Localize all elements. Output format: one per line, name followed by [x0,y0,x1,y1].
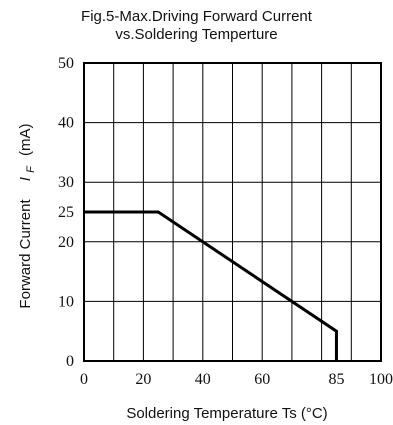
y-tick-label: 0 [66,353,74,370]
y-axis-symbol: I [17,177,34,181]
y-tick-labels: 0 10 20 25 30 40 50 [58,55,74,370]
y-axis-unit: (mA) [17,123,34,156]
y-axis-label: Forward Current I F (mA) [17,123,38,308]
x-tick-label: 60 [254,371,270,388]
y-tick-label: 25 [58,204,74,221]
plot-frame [83,62,382,362]
x-tick-labels: 0 20 40 60 85 100 [80,371,393,388]
y-axis-subscript: F [25,165,37,173]
chart-subtitle: vs.Soldering Temperture [115,26,278,43]
y-tick-label: 30 [58,174,74,191]
y-tick-label: 50 [58,55,74,72]
x-tick-label: 0 [80,371,88,388]
series-layer [84,210,338,361]
y-axis-label-group: Forward Current I F (mA) [17,123,38,308]
y-tick-label: 40 [58,115,74,132]
x-axis-label: Soldering Temperature Ts (°C) [126,405,327,422]
x-tick-label: 20 [135,371,151,388]
x-tick-label: 40 [195,371,211,388]
series-line [84,210,338,361]
x-tick-label: 85 [328,371,344,388]
y-tick-label: 20 [58,234,74,251]
y-axis-label-text: Forward Current [17,199,34,309]
chart-title: Fig.5-Max.Driving Forward Current [81,8,312,25]
y-tick-label: 10 [58,293,74,310]
x-tick-label: 100 [369,371,393,388]
